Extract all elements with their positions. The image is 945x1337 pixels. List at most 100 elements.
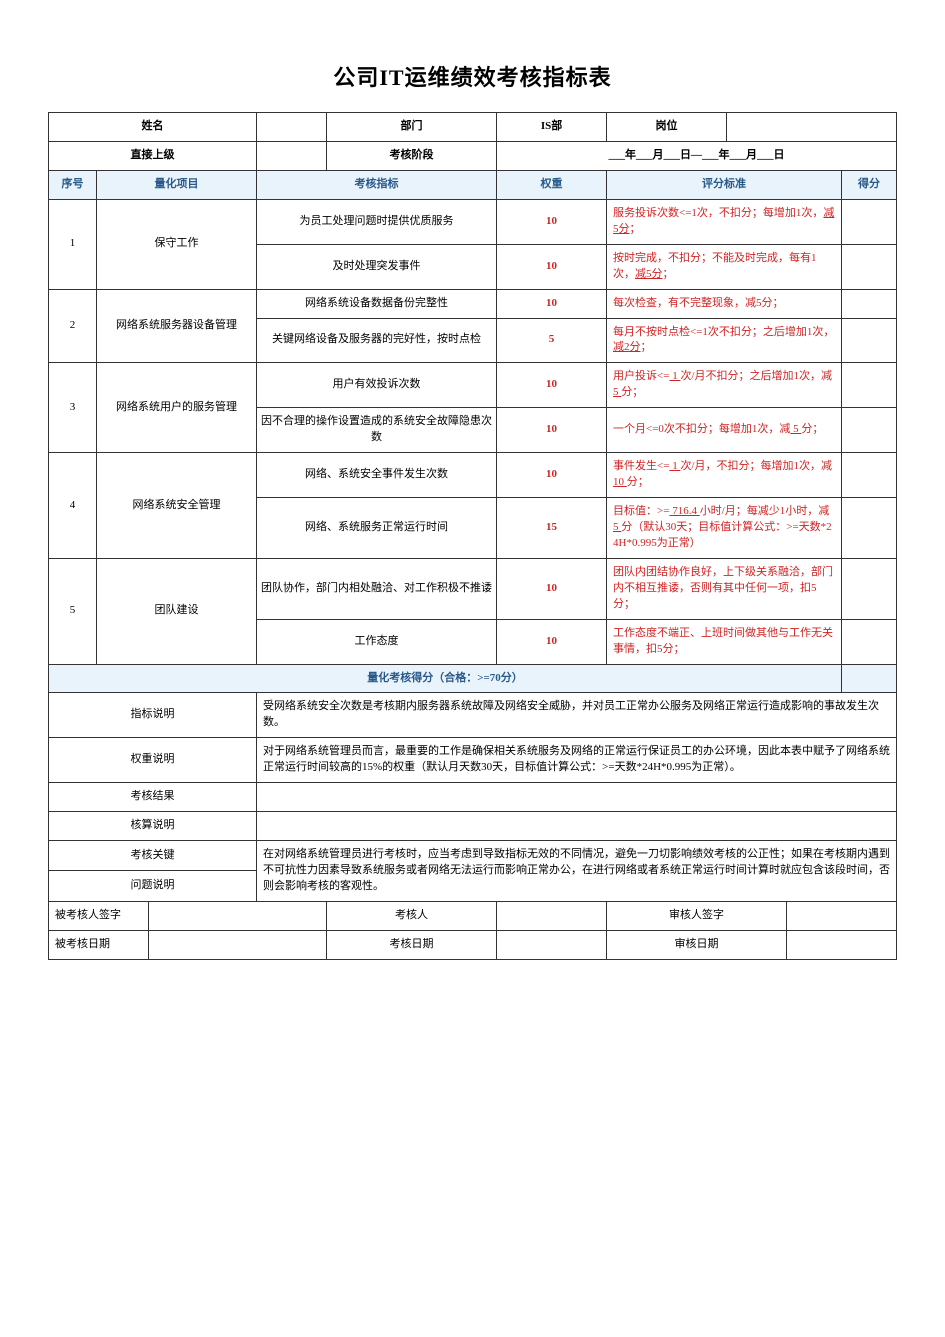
weight-cell: 15 — [497, 498, 607, 559]
data-row: 3 网络系统用户的服务管理 用户有效投诉次数 10 用户投诉<= 1 次/月不扣… — [49, 363, 897, 408]
criteria-cell: 按时完成，不扣分；不能及时完成，每有1次，减5分； — [607, 244, 842, 289]
score-cell — [842, 244, 897, 289]
project-cell: 团队建设 — [97, 558, 257, 664]
score-cell — [842, 408, 897, 453]
evaluation-table: 姓名 部门 IS部 岗位 直接上级 考核阶段 ___年___月___日—___年… — [48, 112, 897, 960]
supervisor-label: 直接上级 — [49, 141, 257, 170]
auditor-sign-value — [787, 901, 897, 930]
examinee-date-label: 被考核日期 — [49, 930, 149, 959]
criteria-cell: 事件发生<= 1 次/月，不扣分；每增加1次，减 10 分； — [607, 453, 842, 498]
seq-cell: 2 — [49, 289, 97, 363]
auditor-sign-label: 审核人签字 — [607, 901, 787, 930]
desc-result-row: 考核结果 — [49, 783, 897, 812]
period-label: 考核阶段 — [327, 141, 497, 170]
score-cell — [842, 558, 897, 619]
desc-calc-text — [257, 812, 897, 841]
project-cell: 网络系统用户的服务管理 — [97, 363, 257, 453]
indicator-cell: 网络系统设备数据备份完整性 — [257, 289, 497, 318]
name-value — [257, 113, 327, 142]
weight-cell: 10 — [497, 619, 607, 664]
score-cell — [842, 289, 897, 318]
score-cell — [842, 363, 897, 408]
weight-cell: 10 — [497, 558, 607, 619]
criteria-cell: 每月不按时点检<=1次不扣分；之后增加1次，减2分； — [607, 318, 842, 363]
page-title: 公司IT运维绩效考核指标表 — [48, 60, 897, 92]
seq-cell: 1 — [49, 199, 97, 289]
criteria-cell: 目标值：>= 716.4 小时/月；每减少1小时，减 5 分（默认30天；目标值… — [607, 498, 842, 559]
criteria-cell: 用户投诉<= 1 次/月不扣分；之后增加1次，减 5 分； — [607, 363, 842, 408]
post-label: 岗位 — [607, 113, 727, 142]
info-row-2: 直接上级 考核阶段 ___年___月___日—___年___月___日 — [49, 141, 897, 170]
indicator-cell: 网络、系统安全事件发生次数 — [257, 453, 497, 498]
project-cell: 保守工作 — [97, 199, 257, 289]
criteria-cell: 每次检查，有不完整现象，减5分； — [607, 289, 842, 318]
desc-weight-label: 权重说明 — [49, 738, 257, 783]
score-cell — [842, 453, 897, 498]
column-header-row: 序号 量化项目 考核指标 权重 评分标准 得分 — [49, 170, 897, 199]
desc-calc-label: 核算说明 — [49, 812, 257, 841]
criteria-cell: 工作态度不端正、上班时间做其他与工作无关事情，扣5分； — [607, 619, 842, 664]
data-row: 5 团队建设 团队协作，部门内相处融洽、对工作积极不推诿 10 团队内团结协作良… — [49, 558, 897, 619]
desc-issue-label: 问题说明 — [49, 871, 257, 901]
desc-indicator-text: 受网络系统安全次数是考核期内服务器系统故障及网络安全威胁，并对员工正常办公服务及… — [257, 693, 897, 738]
data-row: 2 网络系统服务器设备管理 网络系统设备数据备份完整性 10 每次检查，有不完整… — [49, 289, 897, 318]
examinee-sign-label: 被考核人签字 — [49, 901, 149, 930]
indicator-cell: 及时处理突发事件 — [257, 244, 497, 289]
exam-date-label: 考核日期 — [327, 930, 497, 959]
seq-cell: 4 — [49, 453, 97, 559]
col-weight: 权重 — [497, 170, 607, 199]
desc-result-text — [257, 783, 897, 812]
supervisor-value — [257, 141, 327, 170]
weight-cell: 10 — [497, 408, 607, 453]
examinee-sign-value — [149, 901, 327, 930]
sign-row-1: 被考核人签字 考核人 审核人签字 — [49, 901, 897, 930]
criteria-cell: 团队内团结协作良好，上下级关系融洽，部门内不相互推诿，否则有其中任何一项，扣5分… — [607, 558, 842, 619]
score-cell — [842, 498, 897, 559]
indicator-cell: 用户有效投诉次数 — [257, 363, 497, 408]
desc-key-row: 考核关键 在对网络系统管理员进行考核时，应当考虑到导致指标无效的不同情况，避免一… — [49, 841, 897, 871]
desc-result-label: 考核结果 — [49, 783, 257, 812]
indicator-cell: 因不合理的操作设置造成的系统安全故障隐患次数 — [257, 408, 497, 453]
desc-weight-text: 对于网络系统管理员而言，最重要的工作是确保相关系统服务及网络的正常运行保证员工的… — [257, 738, 897, 783]
audit-date-value — [787, 930, 897, 959]
audit-date-label: 审核日期 — [607, 930, 787, 959]
examinee-date-value — [149, 930, 327, 959]
dept-label: 部门 — [327, 113, 497, 142]
desc-weight-row: 权重说明 对于网络系统管理员而言，最重要的工作是确保相关系统服务及网络的正常运行… — [49, 738, 897, 783]
col-criteria: 评分标准 — [607, 170, 842, 199]
subtotal-row: 量化考核得分（合格：>=70分） — [49, 664, 897, 693]
weight-cell: 10 — [497, 363, 607, 408]
criteria-cell: 一个月<=0次不扣分；每增加1次，减 5 分； — [607, 408, 842, 453]
col-project: 量化项目 — [97, 170, 257, 199]
weight-cell: 10 — [497, 453, 607, 498]
desc-calc-row: 核算说明 — [49, 812, 897, 841]
name-label: 姓名 — [49, 113, 257, 142]
sign-row-2: 被考核日期 考核日期 审核日期 — [49, 930, 897, 959]
data-row: 1 保守工作 为员工处理问题时提供优质服务 10 服务投诉次数<=1次，不扣分；… — [49, 199, 897, 244]
indicator-cell: 工作态度 — [257, 619, 497, 664]
data-row: 4 网络系统安全管理 网络、系统安全事件发生次数 10 事件发生<= 1 次/月… — [49, 453, 897, 498]
score-cell — [842, 619, 897, 664]
desc-indicator-row: 指标说明 受网络系统安全次数是考核期内服务器系统故障及网络安全威胁，并对员工正常… — [49, 693, 897, 738]
indicator-cell: 为员工处理问题时提供优质服务 — [257, 199, 497, 244]
col-indicator: 考核指标 — [257, 170, 497, 199]
indicator-cell: 关键网络设备及服务器的完好性，按时点检 — [257, 318, 497, 363]
period-value: ___年___月___日—___年___月___日 — [497, 141, 897, 170]
subtotal-label: 量化考核得分（合格：>=70分） — [49, 664, 842, 693]
criteria-cell: 服务投诉次数<=1次，不扣分；每增加1次，减5分； — [607, 199, 842, 244]
info-row-1: 姓名 部门 IS部 岗位 — [49, 113, 897, 142]
weight-cell: 10 — [497, 199, 607, 244]
weight-cell: 10 — [497, 244, 607, 289]
subtotal-value — [842, 664, 897, 693]
weight-cell: 5 — [497, 318, 607, 363]
score-cell — [842, 199, 897, 244]
project-cell: 网络系统服务器设备管理 — [97, 289, 257, 363]
post-value — [727, 113, 897, 142]
examiner-value — [497, 901, 607, 930]
desc-key-text: 在对网络系统管理员进行考核时，应当考虑到导致指标无效的不同情况，避免一刀切影响绩… — [257, 841, 897, 902]
desc-key-label: 考核关键 — [49, 841, 257, 871]
col-seq: 序号 — [49, 170, 97, 199]
seq-cell: 3 — [49, 363, 97, 453]
seq-cell: 5 — [49, 558, 97, 664]
weight-cell: 10 — [497, 289, 607, 318]
